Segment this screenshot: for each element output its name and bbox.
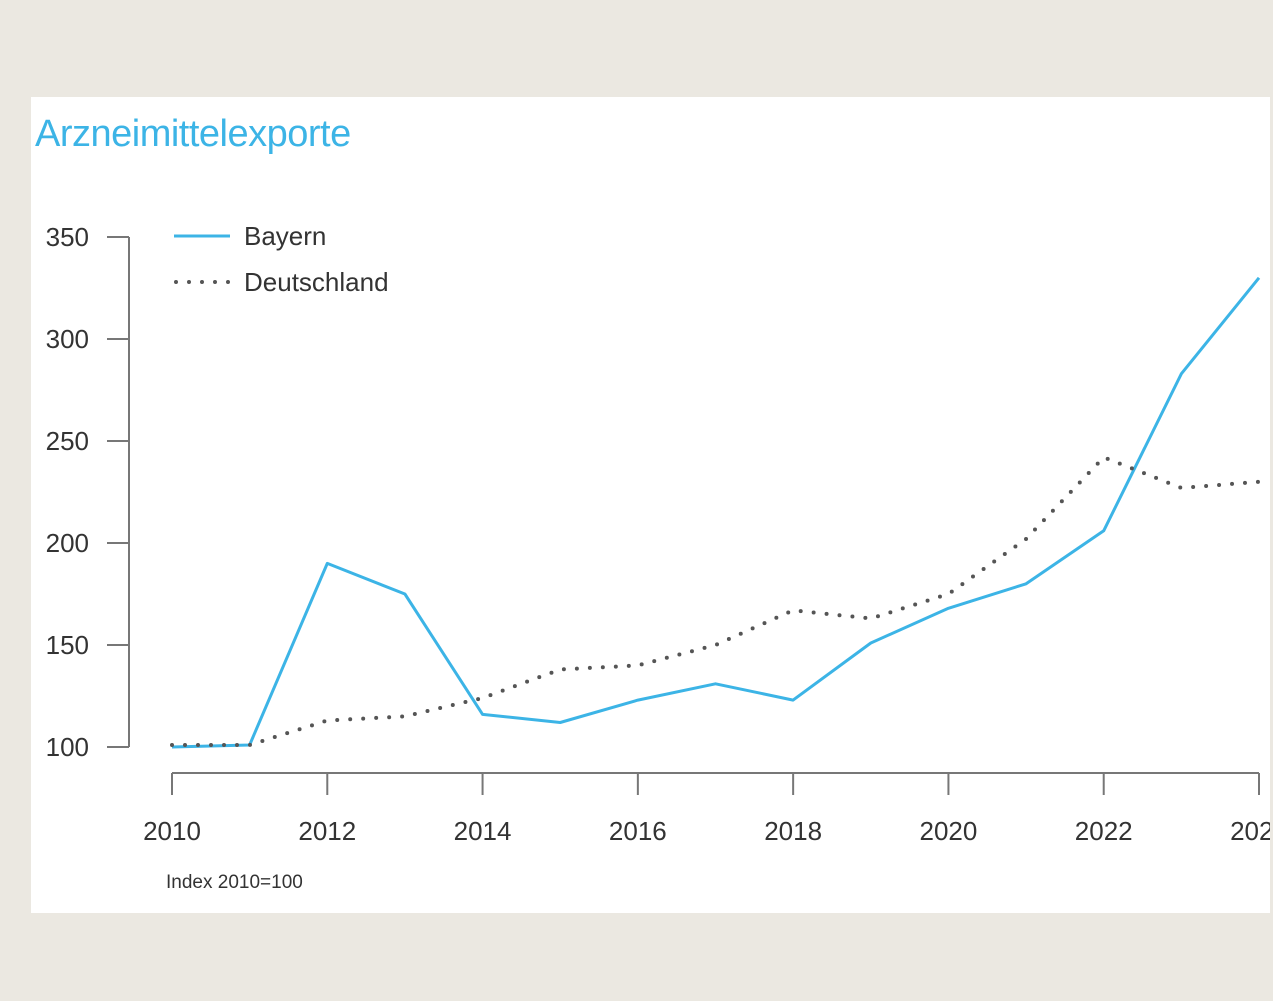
y-tick-label: 300 xyxy=(46,324,89,354)
y-tick-label: 350 xyxy=(46,222,89,252)
x-tick-label: 2012 xyxy=(298,816,356,846)
y-tick-label: 200 xyxy=(46,528,89,558)
legend-label-bayern: Bayern xyxy=(244,221,326,251)
x-tick-label: 2022 xyxy=(1075,816,1133,846)
x-tick-label: 2016 xyxy=(609,816,667,846)
x-tick-label: 2018 xyxy=(764,816,822,846)
line-chart: 100 150 200 250 300 350 2010 2012 2014 2016 2018 20… xyxy=(46,221,1270,846)
x-tick-label: 2014 xyxy=(454,816,512,846)
x-tick-label: 2010 xyxy=(143,816,201,846)
series-line-bayern xyxy=(171,276,1261,749)
chart-title: Arzneimittelexporte xyxy=(35,113,351,155)
chart-footnote: Index 2010=100 xyxy=(166,872,303,893)
legend-label-deutschland: Deutschland xyxy=(244,267,389,297)
y-tick-label: 150 xyxy=(46,630,89,660)
x-tick-label: 2024 xyxy=(1230,816,1270,846)
chart-card: Arzneimittelexporte 100 150 200 250 300 350 20… xyxy=(31,97,1270,913)
y-tick-label: 250 xyxy=(46,426,89,456)
series-line-deutschland xyxy=(170,455,1261,747)
x-tick-label: 2020 xyxy=(920,816,978,846)
y-tick-label: 100 xyxy=(46,732,89,762)
